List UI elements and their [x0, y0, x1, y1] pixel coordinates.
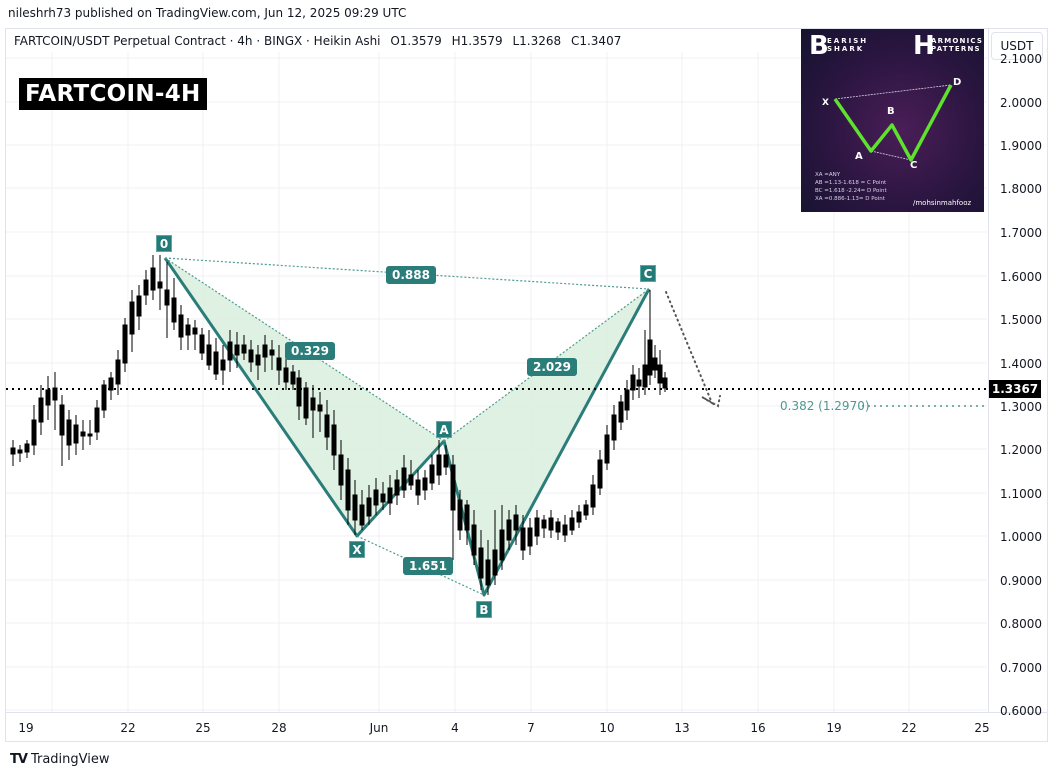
- chart-frame: [5, 28, 1048, 742]
- y-tick: 1.0000: [1000, 530, 1042, 544]
- inset-title-b: B: [809, 31, 829, 61]
- y-tick: 1.7000: [1000, 226, 1042, 240]
- ohlc-open: O1.3579: [390, 34, 442, 48]
- candles: [10, 255, 668, 595]
- y-tick: 1.5000: [1000, 313, 1042, 327]
- inset-title-harmonics: ARMONICS PATTERNS: [931, 37, 984, 53]
- pattern-point-0[interactable]: 0: [156, 235, 172, 252]
- y-tick: 1.8000: [1000, 182, 1042, 196]
- tradingview-brand: TradingView: [30, 752, 110, 767]
- currency-button[interactable]: USDT: [991, 32, 1043, 60]
- harmonic-pattern[interactable]: [163, 257, 651, 597]
- x-tick: 19: [826, 721, 842, 735]
- fib-level-label: 0.382 (1.2970): [780, 399, 870, 413]
- x-tick: Jun: [369, 721, 389, 735]
- inset-rule: BC =1.618 -2.24= D Point: [815, 188, 887, 194]
- chart-plot-area[interactable]: [6, 52, 987, 712]
- inset-rules: XA =ANY AB =1.13-1.618 = C Point BC =1.6…: [815, 171, 887, 203]
- ohlc-high: H1.3579: [451, 34, 503, 48]
- projection-path: [665, 291, 721, 408]
- y-tick: 0.7000: [1000, 661, 1042, 675]
- y-tick: 2.1000: [1000, 52, 1042, 66]
- tradingview-footer[interactable]: TV TradingView: [10, 752, 109, 767]
- pattern-point-a[interactable]: A: [436, 421, 452, 438]
- x-tick: 16: [750, 721, 766, 735]
- y-tick: 1.9000: [1000, 139, 1042, 153]
- x-tick: 25: [974, 721, 990, 735]
- y-tick: 1.2000: [1000, 443, 1042, 457]
- inset-label-b: B: [887, 106, 895, 117]
- x-tick: 22: [120, 721, 136, 735]
- y-tick: 1.1000: [1000, 487, 1042, 501]
- x-tick: 7: [527, 721, 535, 735]
- inset-author-handle: /mohsinmahfooz: [913, 199, 972, 207]
- time-axis[interactable]: [6, 712, 1047, 742]
- ohlc-close: C1.3407: [570, 34, 622, 48]
- y-tick: 1.6000: [1000, 270, 1042, 284]
- inset-rule: XA =ANY: [815, 172, 841, 178]
- ratio-label-xb[interactable]: 1.651: [403, 557, 453, 575]
- y-tick: 2.0000: [1000, 96, 1042, 110]
- ratio-label-oc[interactable]: 0.888: [386, 266, 436, 284]
- ohlc-low: L1.3268: [512, 34, 562, 48]
- published-note: nileshrh73 published on TradingView.com,…: [8, 6, 407, 20]
- pattern-point-b[interactable]: B: [476, 601, 492, 618]
- x-tick: 22: [901, 721, 917, 735]
- inset-rule: AB =1.13-1.618 = C Point: [815, 180, 887, 186]
- inset-label-d: D: [953, 77, 962, 88]
- x-tick: 28: [271, 721, 287, 735]
- pattern-point-x[interactable]: X: [349, 541, 365, 558]
- symbol-legend: FARTCOIN/USDT Perpetual Contract · 4h · …: [14, 34, 627, 48]
- inset-title-bearish-shark: EARISH SHARK: [827, 37, 869, 53]
- x-tick: 19: [18, 721, 34, 735]
- x-tick: 10: [599, 721, 615, 735]
- inset-rule: XA =0.886-1.13= D Point: [815, 196, 885, 202]
- x-tick: 4: [451, 721, 459, 735]
- last-price-tag: 1.3367: [989, 380, 1041, 398]
- y-tick: 0.6000: [1000, 704, 1042, 718]
- inset-label-c: C: [910, 160, 918, 171]
- x-tick: 13: [674, 721, 690, 735]
- y-tick: 1.4000: [1000, 357, 1042, 371]
- inset-pattern-diagram: [833, 84, 953, 162]
- y-tick: 0.9000: [1000, 574, 1042, 588]
- ratio-label-oa[interactable]: 0.329: [285, 342, 335, 360]
- inset-label-a: A: [855, 151, 863, 162]
- symbol-info[interactable]: FARTCOIN/USDT Perpetual Contract · 4h · …: [14, 34, 381, 48]
- ratio-label-ac[interactable]: 2.029: [527, 358, 577, 376]
- x-tick: 25: [195, 721, 211, 735]
- inset-label-x: X: [822, 98, 829, 108]
- pattern-point-c[interactable]: C: [640, 265, 656, 282]
- price-axis[interactable]: [988, 29, 1048, 712]
- tradingview-logo-icon: TV: [10, 752, 28, 767]
- chart-title-annotation[interactable]: FARTCOIN-4H: [19, 78, 207, 110]
- bearish-shark-reference-image: B EARISH SHARK H ARMONICS PATTERNS X A B…: [801, 29, 984, 212]
- y-tick: 0.8000: [1000, 617, 1042, 631]
- y-tick: 1.3000: [1000, 400, 1042, 414]
- inset-title-h: H: [913, 31, 935, 61]
